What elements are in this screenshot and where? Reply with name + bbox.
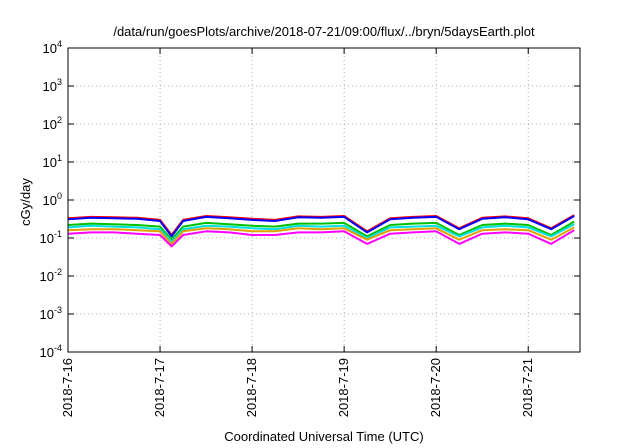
x-axis-ticks: 2018-7-16 2018-7-17 2018-7-18 2018-7-19 2018… bbox=[60, 48, 535, 417]
x-axis-label: Coordinated Universal Time (UTC) bbox=[224, 429, 423, 444]
grid-lines bbox=[67, 48, 580, 352]
x-tick-label: 2018-7-17 bbox=[152, 358, 167, 417]
y-tick-label: 102 bbox=[43, 115, 62, 132]
y-tick-label: 10-2 bbox=[40, 267, 62, 284]
series-line-4 bbox=[67, 223, 575, 243]
series-line-5 bbox=[67, 226, 575, 245]
y-axis-ticks: 10-4 10-3 10-2 10-1 100 101 102 103 104 bbox=[40, 39, 580, 360]
y-tick-label: 101 bbox=[43, 153, 62, 170]
x-tick-label: 2018-7-18 bbox=[244, 358, 259, 417]
y-tick-label: 104 bbox=[43, 39, 62, 56]
x-tick-label: 2018-7-19 bbox=[336, 358, 351, 417]
x-tick-label: 2018-7-21 bbox=[520, 358, 535, 417]
series-line-2 bbox=[67, 215, 575, 238]
series-line-3 bbox=[67, 220, 575, 241]
y-axis-label: cGy/day bbox=[18, 178, 33, 226]
y-tick-label: 10-3 bbox=[40, 305, 62, 322]
x-tick-label: 2018-7-20 bbox=[428, 358, 443, 417]
series-group bbox=[67, 214, 575, 248]
chart-title: /data/run/goesPlots/archive/2018-07-21/0… bbox=[113, 24, 535, 39]
y-tick-label: 100 bbox=[43, 191, 62, 208]
y-tick-label: 10-4 bbox=[40, 343, 62, 360]
y-tick-label: 103 bbox=[43, 77, 62, 94]
y-tick-label: 10-1 bbox=[40, 229, 62, 246]
x-tick-label: 2018-7-16 bbox=[60, 358, 75, 417]
series-line-6 bbox=[67, 229, 575, 248]
